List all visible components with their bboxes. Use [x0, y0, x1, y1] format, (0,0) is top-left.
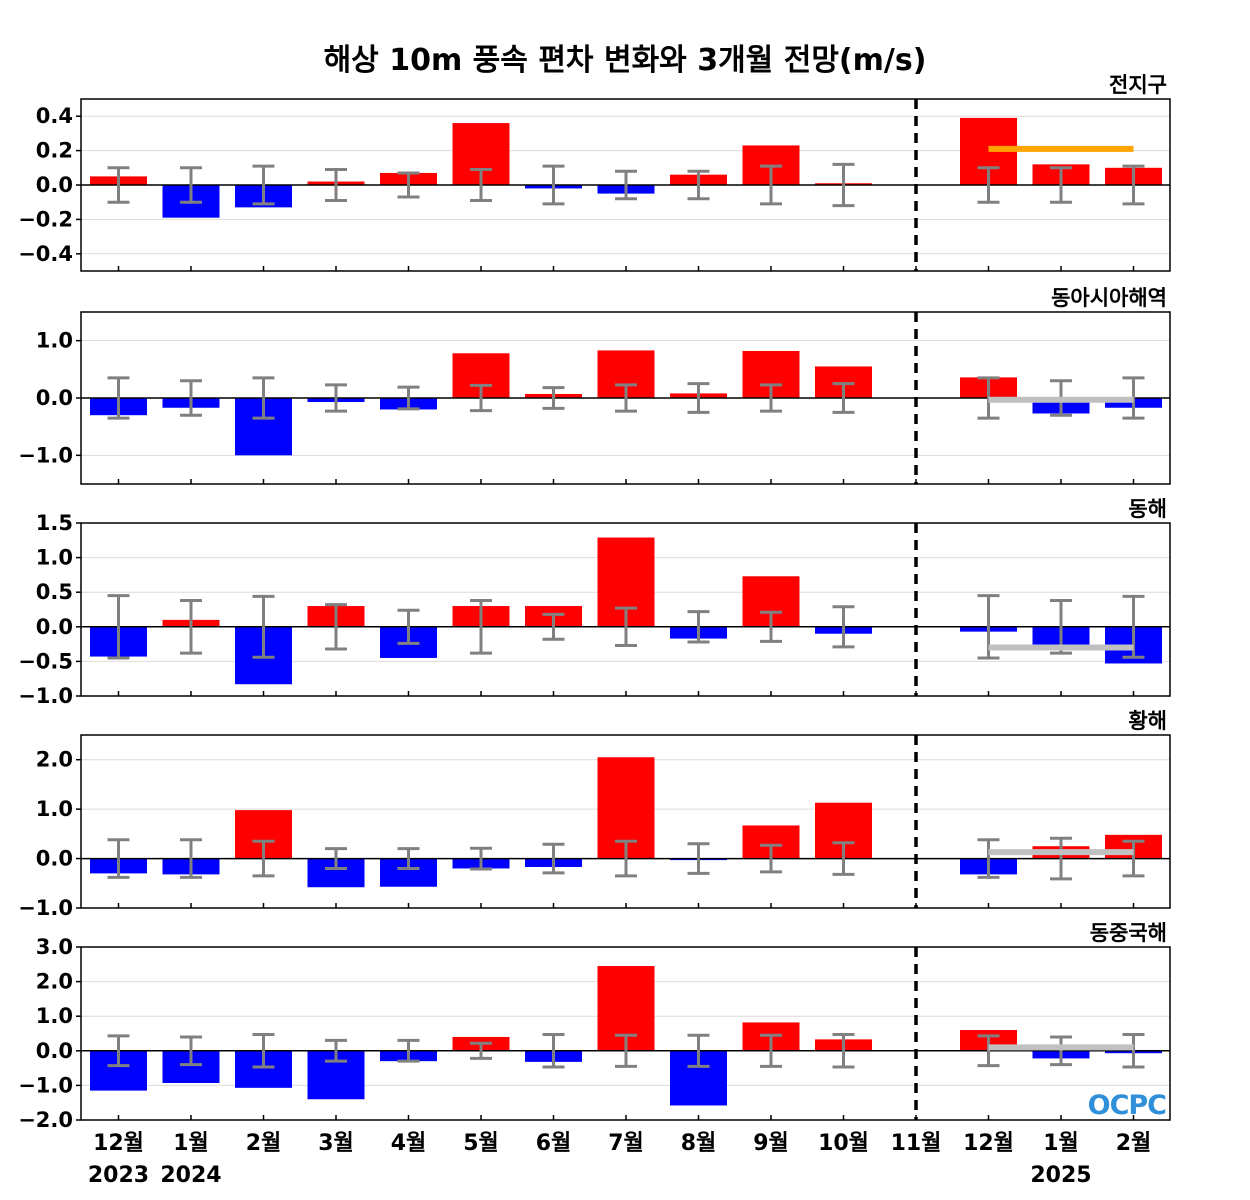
x-month-label: 5월	[463, 1131, 499, 1156]
x-month-label: 9월	[753, 1131, 789, 1156]
x-month-label: 10월	[818, 1131, 869, 1156]
panel-frame	[80, 98, 1171, 272]
x-year-label: 2023	[88, 1163, 149, 1188]
region-label: 동중국해	[1090, 921, 1167, 945]
y-tick-label: 0.0	[36, 615, 73, 639]
y-tick-label: 0.0	[36, 847, 73, 871]
y-tick-label: −1.0	[18, 896, 73, 920]
y-tick-label: 1.0	[36, 329, 73, 353]
y-tick-label: 0.2	[36, 139, 73, 163]
panel-5: 3.0 2.0 1.0 0.0 −1.0 −2.0 동중국해	[18, 921, 1171, 1132]
region-label: 동아시아해역	[1051, 286, 1167, 310]
x-month-label: 12월	[93, 1131, 144, 1156]
x-month-label: 1월	[1043, 1131, 1079, 1156]
y-tick-label: −0.5	[18, 649, 73, 673]
y-tick-label: 2.0	[36, 748, 73, 772]
y-tick-label: 3.0	[36, 935, 73, 959]
x-month-label: 2월	[1116, 1131, 1152, 1156]
ocpc-logo: OCPC	[1088, 1090, 1167, 1121]
x-month-label: 7월	[608, 1131, 644, 1156]
panel-2: 1.0 0.0 −1.0 동아시아해역	[18, 286, 1171, 485]
y-tick-label: −1.0	[18, 684, 73, 708]
x-axis: 12월 1월 2월 3월 4월 5월 6월 7월 8월 9월 10월 11월 12월 1월 2월 2023 20…	[88, 1131, 1151, 1188]
y-tick-label: 1.0	[36, 546, 73, 570]
x-month-label: 4월	[391, 1131, 427, 1156]
y-tick-label: −2.0	[18, 1108, 73, 1132]
y-tick-label: 0.0	[36, 386, 73, 410]
panels: 0.40.20.0−0.2−0.4전지구1.00.0−1.0동아시아해역1.51…	[18, 73, 1171, 1132]
y-tick-label: 1.0	[36, 1004, 73, 1028]
y-tick-label: 2.0	[36, 970, 73, 994]
x-year-label: 2024	[160, 1163, 221, 1188]
region-label: 전지구	[1109, 73, 1167, 97]
y-tick-label: 1.0	[36, 797, 73, 821]
y-tick-label: −0.4	[18, 242, 73, 266]
panel-frame	[80, 311, 1171, 485]
region-label: 황해	[1128, 709, 1167, 733]
x-month-label: 6월	[536, 1131, 572, 1156]
panel-frame	[80, 522, 1171, 697]
y-tick-label: 0.0	[36, 1039, 73, 1063]
panel-4: 2.0 1.0 0.0 −1.0 황해	[18, 709, 1171, 920]
y-tick-label: −1.0	[18, 443, 73, 467]
panel-3: 1.5 1.0 0.5 0.0 −0.5 −1.0 동해	[18, 497, 1171, 708]
y-tick-label: −1.0	[18, 1073, 73, 1097]
x-month-label: 11월	[891, 1131, 942, 1156]
chart-title: 해상 10m 풍속 편차 변화와 3개월 전망(m/s)	[324, 43, 927, 78]
x-month-label: 3월	[318, 1131, 354, 1156]
x-month-label: 1월	[173, 1131, 209, 1156]
y-tick-label: 0.4	[36, 104, 73, 128]
x-month-label: 12월	[963, 1131, 1014, 1156]
x-month-label: 8월	[681, 1131, 717, 1156]
panel-frame	[80, 734, 1171, 909]
panel-1: 0.4 0.2 0.0 −0.2 −0.4 전지구	[18, 73, 1171, 272]
y-tick-label: 1.5	[36, 511, 73, 535]
y-tick-label: −0.2	[18, 207, 73, 231]
panel-frame	[80, 946, 1171, 1121]
y-tick-label: 0.0	[36, 173, 73, 197]
y-tick-label: 0.5	[36, 580, 73, 604]
x-month-label: 2월	[246, 1131, 282, 1156]
region-label: 동해	[1128, 497, 1167, 521]
x-year-label: 2025	[1030, 1163, 1091, 1188]
